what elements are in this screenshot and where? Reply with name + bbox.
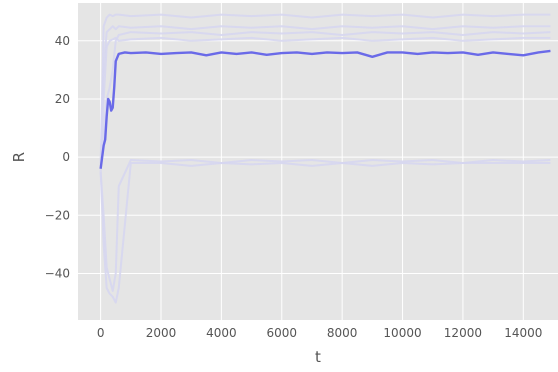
y-tick-label: 20 [55, 92, 70, 106]
run-line [99, 159, 551, 292]
x-tick-label: 2000 [146, 326, 177, 340]
y-tick-label: 40 [55, 34, 70, 48]
x-axis-label: t [315, 348, 321, 366]
x-tick-label: 6000 [267, 326, 298, 340]
y-tick-label: −40 [45, 266, 70, 280]
run-line [99, 31, 551, 169]
run-line [99, 25, 551, 166]
x-tick-label: 8000 [327, 326, 358, 340]
run-line [99, 36, 551, 172]
x-tick-label: 0 [97, 326, 105, 340]
mean-line [99, 49, 551, 169]
x-tick-label: 14000 [504, 326, 542, 340]
y-tick-label: 0 [62, 150, 70, 164]
x-tick-label: 12000 [444, 326, 482, 340]
x-tick-label: 4000 [206, 326, 237, 340]
run-line [99, 13, 551, 163]
tick-labels: 0 2000 4000 6000 8000 10000 12000 14000 −40 −20 0 2… [45, 34, 543, 340]
y-tick-label: −20 [45, 208, 70, 222]
y-axis-label: R [10, 152, 28, 162]
run-line [99, 161, 551, 304]
x-tick-label: 10000 [383, 326, 421, 340]
series-group [99, 13, 551, 304]
